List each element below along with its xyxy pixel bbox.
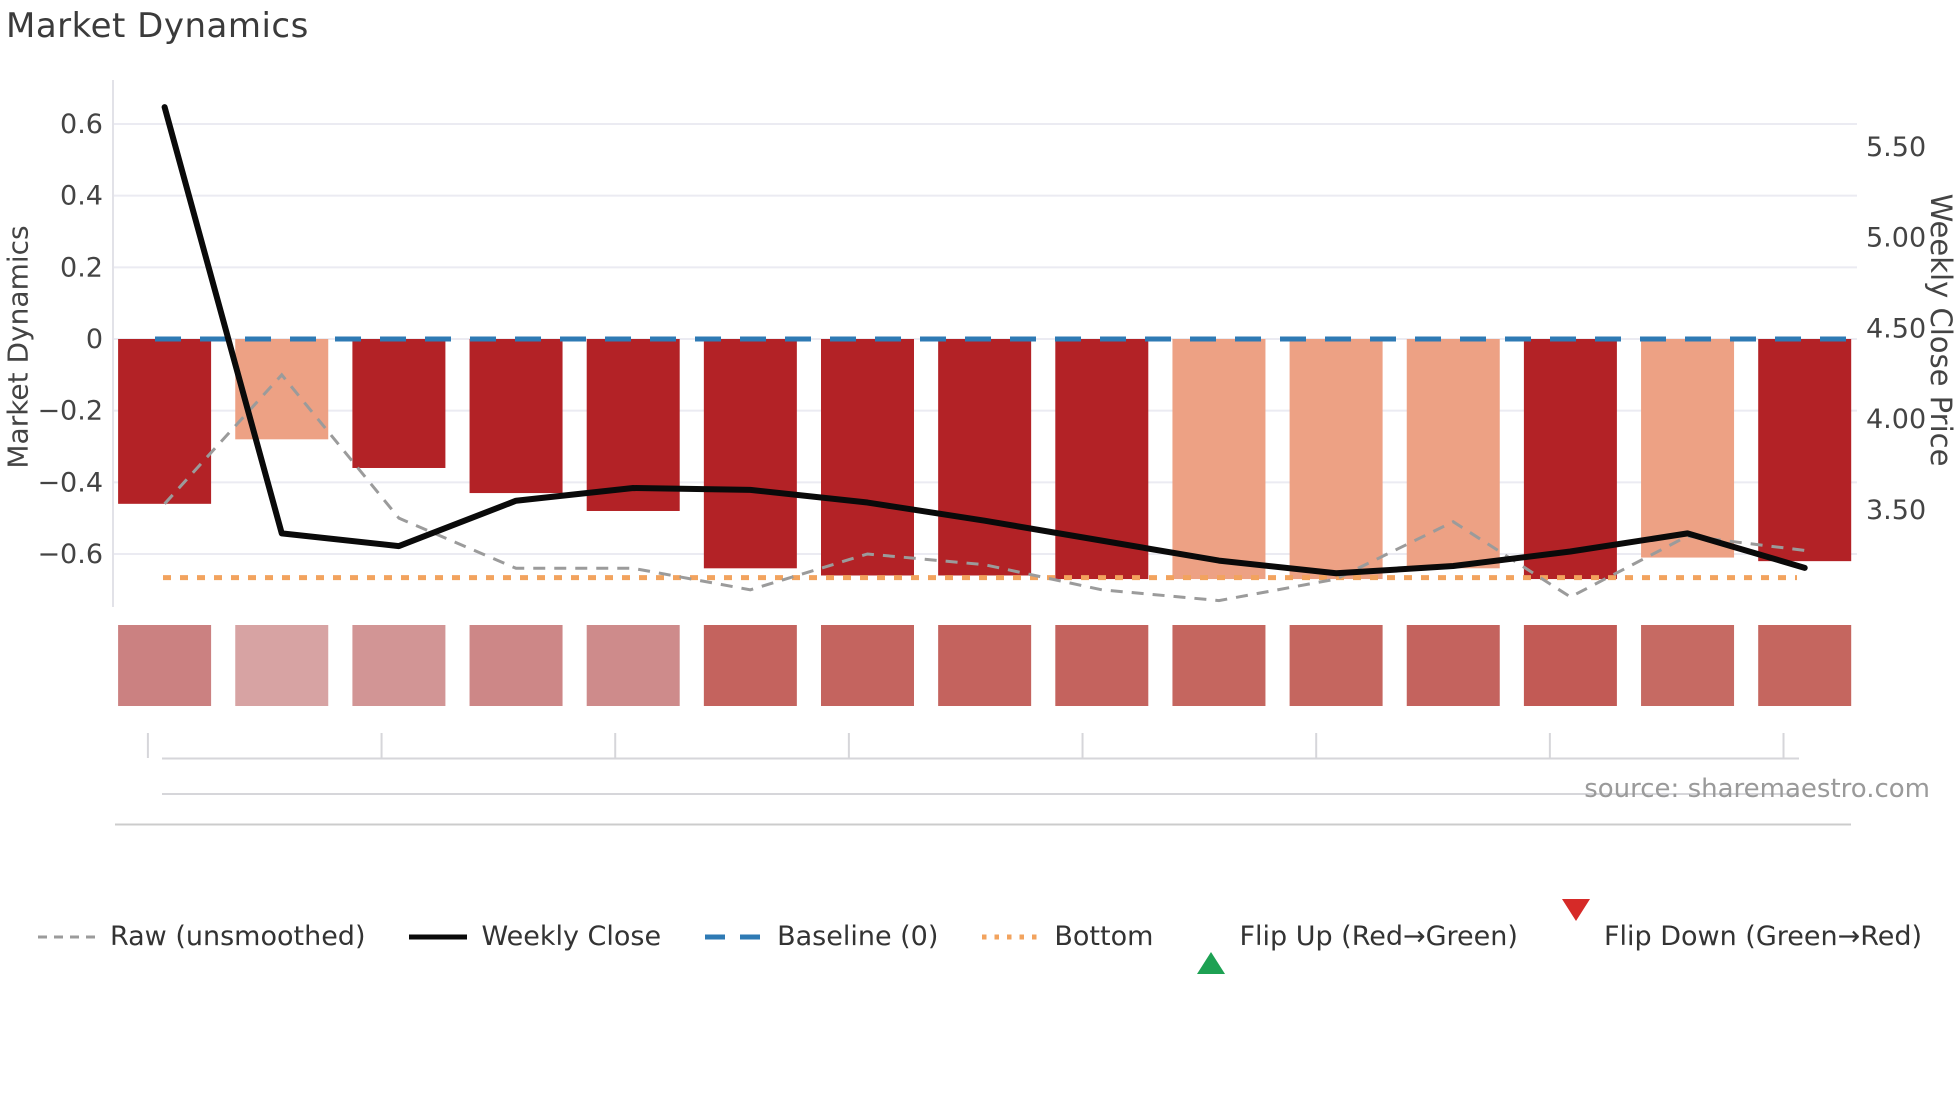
legend-item[interactable]: Raw (unsmoothed) [37, 921, 366, 952]
right-tick-label: 5.50 [1866, 132, 1926, 163]
heatmap-cell[interactable] [938, 625, 1032, 706]
heatmap-cell[interactable] [118, 625, 212, 706]
heatmap-cell[interactable] [469, 625, 563, 706]
bar[interactable] [821, 339, 914, 576]
solid-line-icon [409, 930, 468, 944]
left-tick-label: −0.4 [37, 467, 103, 498]
legend-label: Weekly Close [481, 921, 662, 952]
heatmap-cell[interactable] [235, 625, 329, 706]
left-tick-label: 0.6 [60, 109, 103, 140]
heatmap-cell[interactable] [1523, 625, 1617, 706]
right-axis-title: Weekly Close Price [1924, 193, 1958, 467]
bar[interactable] [1406, 339, 1500, 569]
legend-item[interactable]: Flip Down (Green→Red) [1561, 898, 1923, 952]
legend-label: Flip Up (Red→Green) [1239, 921, 1518, 952]
bar[interactable] [118, 339, 212, 504]
heatmap-cell[interactable] [1406, 625, 1500, 706]
legend-item[interactable]: Flip Up (Red→Green) [1197, 920, 1518, 974]
heatmap-cell[interactable] [821, 625, 914, 706]
heatmap-cell[interactable] [703, 625, 797, 706]
right-tick-label: 4.50 [1866, 313, 1926, 344]
page-title: Market Dynamics [6, 6, 309, 46]
heatmap-cell[interactable] [1172, 625, 1266, 706]
bar[interactable] [703, 339, 797, 569]
heatmap-cell[interactable] [1289, 625, 1383, 706]
bar[interactable] [1758, 339, 1852, 562]
bar[interactable] [1289, 339, 1383, 580]
right-tick-label: 3.50 [1866, 495, 1926, 526]
heatmap-cell[interactable] [352, 625, 446, 706]
bar[interactable] [1641, 339, 1735, 558]
weekly-close-line [161, 104, 1808, 577]
bar[interactable] [938, 339, 1032, 576]
left-axis-title: Market Dynamics [1, 225, 35, 469]
bar[interactable] [352, 339, 446, 468]
right-tick-label: 4.00 [1866, 404, 1926, 435]
left-tick-label: 0.4 [60, 181, 103, 212]
legend-item[interactable]: Baseline (0) [705, 921, 938, 952]
legend-label: Baseline (0) [777, 921, 939, 952]
left-tick-label: 0 [86, 324, 103, 355]
left-tick-label: −0.6 [37, 539, 103, 570]
right-tick-label: 5.00 [1866, 223, 1926, 254]
bar[interactable] [1172, 339, 1266, 580]
bar[interactable] [1523, 339, 1617, 580]
legend-label: Flip Down (Green→Red) [1603, 921, 1923, 952]
dashed-line-icon [37, 930, 96, 944]
heatmap-cell[interactable] [586, 625, 680, 706]
left-tick-label: 0.2 [60, 252, 103, 283]
legend-item[interactable]: Bottom [982, 921, 1153, 952]
legend-item[interactable]: Weekly Close [409, 921, 661, 952]
dotted-line-icon [982, 930, 1041, 944]
legend-label: Bottom [1054, 921, 1154, 952]
bar[interactable] [586, 339, 680, 511]
heatmap-cell[interactable] [1758, 625, 1852, 706]
legend: Raw (unsmoothed) Weekly Close Baseline (0)… [0, 898, 1960, 974]
bar[interactable] [469, 339, 563, 494]
heatmap-cell[interactable] [1641, 625, 1735, 706]
long-dash-line-icon [705, 930, 764, 944]
legend-label: Raw (unsmoothed) [109, 921, 366, 952]
left-tick-label: −0.2 [37, 396, 103, 427]
source-note: source: sharemaestro.com [1584, 774, 1930, 804]
raw-line [163, 372, 1805, 603]
heatmap-cell[interactable] [1055, 625, 1149, 706]
